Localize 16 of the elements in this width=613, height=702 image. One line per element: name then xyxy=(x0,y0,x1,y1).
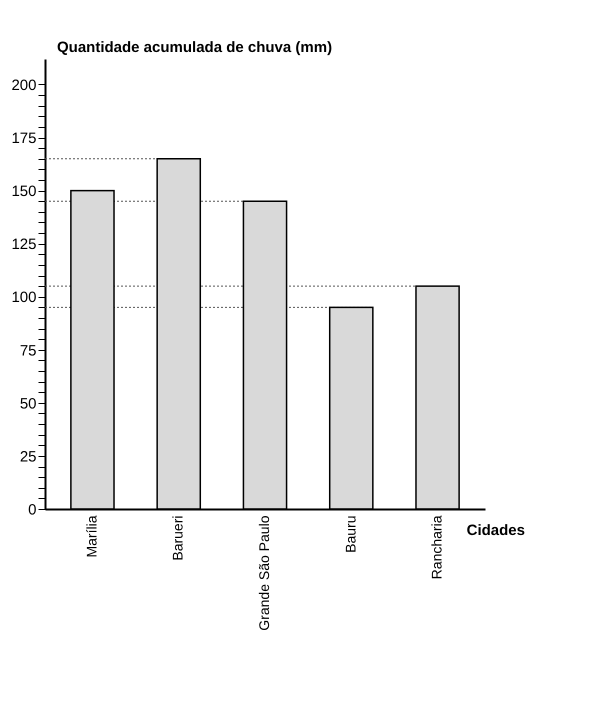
y-tick-label: 0 xyxy=(28,502,36,518)
y-tick-label: 150 xyxy=(11,183,36,200)
x-tick-label: Rancharia xyxy=(428,515,445,580)
y-tick-label: 125 xyxy=(11,236,36,254)
x-tick-label: Bauru xyxy=(342,516,358,553)
y-tick-label: 50 xyxy=(20,395,36,412)
y-tick-label: 75 xyxy=(20,342,36,360)
x-tick-label: Marília xyxy=(83,515,100,558)
y-axis-title: Quantidade acumulada de chuva (mm) xyxy=(57,39,332,56)
y-tick-label: 175 xyxy=(11,130,36,148)
y-tick-label: 25 xyxy=(20,448,36,466)
y-tick-label: 200 xyxy=(11,76,36,94)
y-tick-label: 100 xyxy=(11,289,36,306)
x-tick-label: Grande São Paulo xyxy=(256,515,272,631)
x-axis-title: Cidades xyxy=(466,522,525,539)
x-tick-label: Barueri xyxy=(170,516,186,561)
